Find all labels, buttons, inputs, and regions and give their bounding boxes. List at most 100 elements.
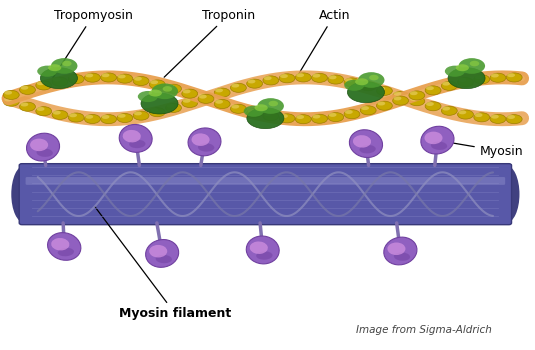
Text: Actin: Actin: [296, 9, 350, 78]
Ellipse shape: [133, 111, 149, 120]
Ellipse shape: [506, 73, 522, 82]
Ellipse shape: [166, 84, 174, 89]
Ellipse shape: [134, 111, 142, 116]
Ellipse shape: [192, 133, 210, 146]
Ellipse shape: [250, 241, 268, 254]
Ellipse shape: [377, 86, 392, 96]
Ellipse shape: [198, 93, 214, 102]
Ellipse shape: [149, 90, 162, 97]
Ellipse shape: [442, 82, 450, 86]
Ellipse shape: [166, 104, 174, 108]
Ellipse shape: [117, 74, 133, 83]
Ellipse shape: [4, 91, 12, 95]
Ellipse shape: [358, 72, 385, 88]
Ellipse shape: [491, 114, 499, 119]
Ellipse shape: [328, 113, 343, 121]
Ellipse shape: [507, 73, 515, 77]
Ellipse shape: [425, 86, 441, 95]
Ellipse shape: [345, 110, 353, 114]
Ellipse shape: [355, 78, 368, 85]
Ellipse shape: [311, 73, 327, 82]
Ellipse shape: [11, 166, 38, 223]
Ellipse shape: [344, 80, 364, 91]
Ellipse shape: [215, 88, 223, 92]
Ellipse shape: [165, 84, 181, 93]
Ellipse shape: [246, 236, 279, 264]
Ellipse shape: [295, 73, 311, 82]
Ellipse shape: [279, 74, 295, 83]
Ellipse shape: [296, 115, 304, 119]
Ellipse shape: [328, 75, 343, 84]
Ellipse shape: [458, 78, 467, 82]
Ellipse shape: [257, 98, 284, 114]
Ellipse shape: [344, 78, 360, 87]
Ellipse shape: [426, 102, 434, 106]
Ellipse shape: [448, 68, 485, 89]
Ellipse shape: [188, 128, 221, 156]
Ellipse shape: [445, 66, 465, 77]
Ellipse shape: [474, 113, 490, 122]
Ellipse shape: [328, 75, 337, 79]
Ellipse shape: [457, 110, 473, 119]
Ellipse shape: [129, 140, 146, 148]
Ellipse shape: [20, 86, 28, 90]
Ellipse shape: [394, 252, 410, 261]
Ellipse shape: [101, 73, 117, 82]
Text: Image from Sigma-Aldrich: Image from Sigma-Aldrich: [356, 325, 492, 335]
Ellipse shape: [506, 115, 522, 124]
Ellipse shape: [69, 75, 77, 79]
Ellipse shape: [133, 76, 149, 85]
Ellipse shape: [312, 114, 320, 119]
Ellipse shape: [474, 75, 490, 84]
Ellipse shape: [214, 99, 230, 108]
Ellipse shape: [198, 143, 215, 152]
Ellipse shape: [231, 83, 246, 92]
Ellipse shape: [62, 61, 72, 66]
Ellipse shape: [431, 141, 447, 150]
Ellipse shape: [41, 68, 78, 89]
Ellipse shape: [149, 245, 167, 258]
Ellipse shape: [117, 113, 133, 122]
Ellipse shape: [150, 80, 158, 84]
Ellipse shape: [20, 85, 35, 94]
Ellipse shape: [248, 79, 255, 83]
Ellipse shape: [165, 103, 181, 112]
Ellipse shape: [101, 114, 117, 124]
Ellipse shape: [312, 74, 320, 78]
Ellipse shape: [150, 108, 158, 112]
Ellipse shape: [248, 108, 255, 113]
Ellipse shape: [134, 77, 142, 81]
Ellipse shape: [264, 76, 272, 80]
Ellipse shape: [361, 82, 369, 86]
Ellipse shape: [118, 74, 126, 78]
Ellipse shape: [4, 97, 12, 102]
Ellipse shape: [36, 81, 44, 85]
Ellipse shape: [156, 255, 172, 263]
Ellipse shape: [118, 114, 126, 118]
Ellipse shape: [269, 101, 278, 106]
Ellipse shape: [409, 97, 425, 106]
Ellipse shape: [231, 104, 246, 113]
Ellipse shape: [51, 58, 78, 74]
Ellipse shape: [328, 113, 337, 117]
Ellipse shape: [377, 101, 392, 110]
Text: Myosin: Myosin: [439, 141, 523, 158]
Ellipse shape: [214, 88, 230, 97]
Ellipse shape: [3, 97, 19, 106]
Ellipse shape: [30, 139, 48, 151]
Ellipse shape: [182, 98, 197, 107]
Text: Tropomyosin: Tropomyosin: [52, 9, 133, 78]
Ellipse shape: [198, 94, 214, 103]
Ellipse shape: [85, 114, 101, 124]
Ellipse shape: [279, 114, 295, 123]
Ellipse shape: [263, 76, 279, 85]
Ellipse shape: [36, 107, 52, 116]
Ellipse shape: [311, 114, 327, 123]
Ellipse shape: [119, 125, 152, 152]
Ellipse shape: [490, 114, 506, 124]
Ellipse shape: [425, 102, 441, 111]
Ellipse shape: [85, 115, 93, 119]
Ellipse shape: [68, 113, 84, 122]
Ellipse shape: [149, 108, 165, 117]
Ellipse shape: [458, 110, 467, 114]
